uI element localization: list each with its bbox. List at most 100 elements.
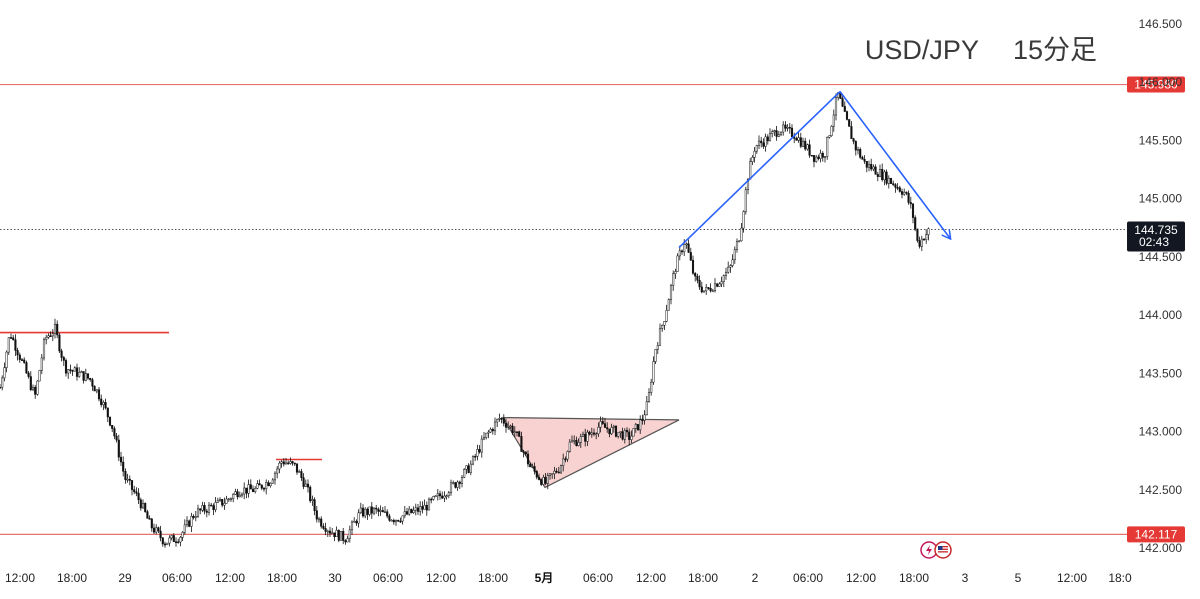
- candle: [201, 501, 204, 513]
- candle-body: [861, 157, 864, 160]
- candle-body: [905, 191, 908, 194]
- candle-body: [229, 498, 233, 501]
- candle-body: [806, 144, 809, 150]
- candle: [51, 329, 54, 341]
- candle: [898, 185, 901, 193]
- candle: [599, 416, 602, 433]
- candle-body: [205, 510, 208, 513]
- candle-body: [744, 189, 747, 212]
- candle: [333, 532, 336, 542]
- candle: [381, 506, 384, 513]
- candle: [185, 516, 189, 528]
- candle-body: [183, 524, 186, 533]
- candle-body: [78, 371, 81, 377]
- candle-body: [31, 386, 35, 390]
- candle-body: [636, 424, 640, 431]
- candle-body: [317, 518, 321, 521]
- candle: [718, 282, 721, 287]
- candle-body: [555, 470, 558, 473]
- candle-body: [628, 431, 631, 440]
- candle-body: [359, 507, 362, 513]
- candle-body: [460, 477, 464, 484]
- candle: [537, 473, 541, 481]
- candle: [696, 273, 699, 284]
- candle: [238, 491, 241, 498]
- candle-body: [458, 481, 461, 484]
- candle: [225, 495, 228, 504]
- candle-body: [746, 178, 750, 190]
- candle: [817, 154, 820, 161]
- candle-body: [210, 504, 213, 507]
- candle: [815, 154, 818, 163]
- candle-body: [667, 299, 670, 311]
- candle: [452, 480, 455, 485]
- candle-body: [553, 470, 556, 474]
- x-tick-label: 29: [118, 571, 132, 585]
- candle-body: [218, 499, 222, 501]
- candle: [260, 484, 263, 491]
- candle: [808, 139, 811, 158]
- candle: [491, 427, 494, 435]
- candle-body: [548, 473, 552, 476]
- x-tick-label: 06:00: [162, 571, 192, 585]
- candle: [273, 471, 277, 485]
- candle: [782, 121, 785, 136]
- candle: [108, 416, 112, 427]
- axis-layer: 146.500 146.000 145.500 145.000 144.500 144.0…: [5, 17, 1182, 585]
- candle: [658, 323, 662, 346]
- candle-body: [823, 156, 827, 158]
- candle-body: [199, 508, 202, 511]
- candle: [674, 268, 677, 279]
- candle-body: [240, 493, 244, 496]
- candle: [289, 457, 292, 465]
- candle: [269, 482, 272, 488]
- candle: [856, 146, 860, 155]
- candle-body: [207, 504, 211, 513]
- candle: [584, 428, 587, 447]
- candle-body: [619, 431, 622, 433]
- us-flag-icon[interactable]: [934, 541, 952, 559]
- candle-body: [755, 145, 758, 152]
- candle: [249, 479, 252, 490]
- candle: [909, 196, 912, 209]
- candle-body: [441, 495, 444, 499]
- candle: [427, 497, 431, 511]
- candle-body: [271, 479, 274, 484]
- candle-body: [192, 516, 195, 518]
- candle: [322, 523, 325, 530]
- candle: [324, 522, 327, 536]
- candle-body: [925, 234, 928, 240]
- candle: [896, 183, 899, 191]
- candle-body: [766, 136, 769, 142]
- candle: [100, 394, 103, 408]
- candle-body: [95, 389, 98, 392]
- candle: [344, 539, 347, 545]
- candle: [810, 155, 813, 157]
- candle-body: [832, 114, 835, 127]
- candle: [126, 473, 129, 483]
- current-price-badge: 144.735 02:43: [1127, 221, 1185, 252]
- candle: [713, 278, 717, 293]
- candle: [771, 129, 774, 138]
- candle: [64, 358, 68, 377]
- candle-body: [282, 461, 285, 465]
- candle-body: [260, 484, 263, 489]
- x-tick-label: 18:00: [899, 571, 929, 585]
- candle: [379, 505, 382, 516]
- candle: [735, 238, 739, 253]
- x-tick-label: 18:00: [57, 571, 87, 585]
- candle-body: [632, 428, 635, 437]
- candle: [194, 510, 197, 522]
- candle-body: [546, 475, 549, 484]
- candle: [449, 479, 453, 496]
- candle: [619, 431, 622, 438]
- candle: [799, 132, 802, 149]
- candle: [243, 482, 246, 500]
- candle: [397, 519, 400, 522]
- candle-body: [834, 97, 838, 116]
- candle-body: [852, 138, 855, 142]
- candle: [172, 533, 175, 542]
- candle: [161, 536, 164, 547]
- candle-body: [174, 541, 178, 543]
